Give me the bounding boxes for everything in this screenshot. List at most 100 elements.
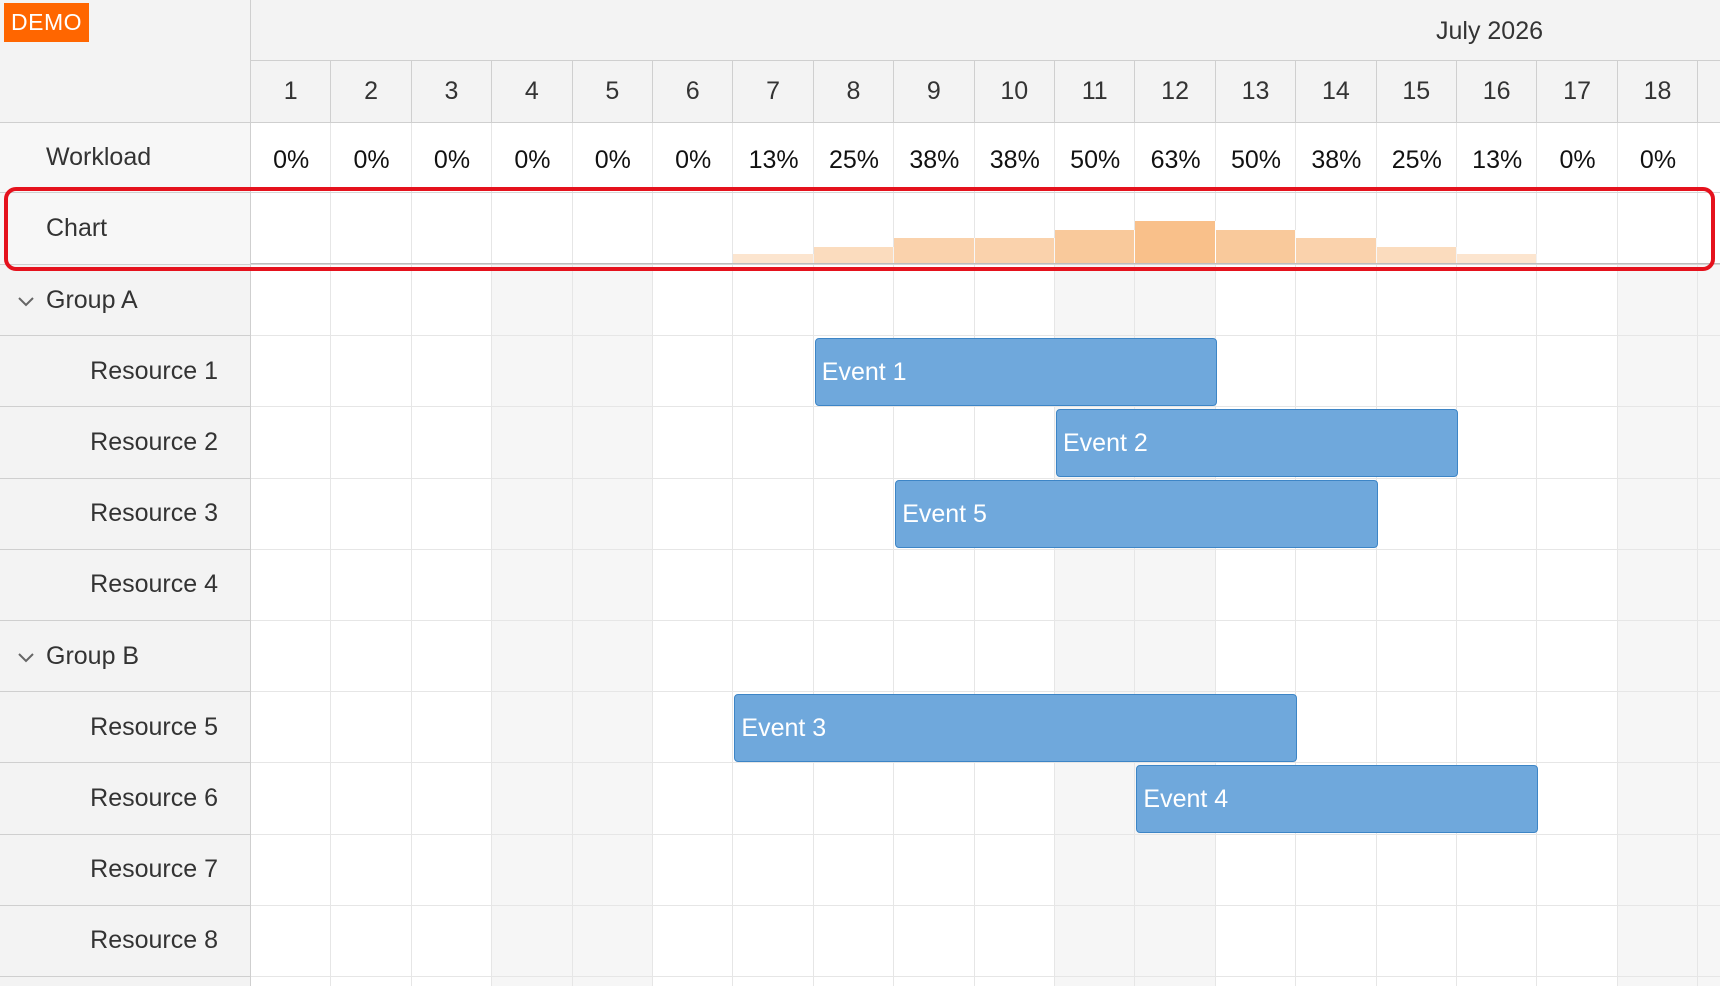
day-column xyxy=(331,123,412,986)
group-label: Group B xyxy=(46,641,140,670)
resource-label: Resource 7 xyxy=(90,855,218,884)
special-row-vline xyxy=(652,123,653,265)
resource-column: Workload Chart Group A Resource 1 Resource 2… xyxy=(0,123,251,986)
special-row-vline xyxy=(1456,123,1457,265)
chart-bar-day-9 xyxy=(894,237,975,263)
event-label: Event 2 xyxy=(1063,428,1148,457)
workload-value: 0% xyxy=(353,146,390,174)
day-header-16: 16 xyxy=(1457,61,1538,122)
row-divider xyxy=(251,762,1720,764)
resource-label: Resource 6 xyxy=(90,783,218,812)
special-row-vline xyxy=(1536,123,1538,265)
special-row-vline xyxy=(1616,123,1618,265)
day-column xyxy=(572,123,653,986)
special-row-vline xyxy=(491,123,493,265)
resource-row-resource-1: Resource 1 xyxy=(0,336,250,408)
group-label: Group A xyxy=(46,285,138,314)
day-header-14: 14 xyxy=(1296,61,1377,122)
event-label: Event 5 xyxy=(902,500,987,529)
row-header-chart: Chart xyxy=(0,193,250,265)
chart-bar-day-13 xyxy=(1215,230,1297,263)
day-column xyxy=(814,123,895,986)
special-row-vline xyxy=(732,123,734,265)
group-header-group-b[interactable]: Group B xyxy=(0,621,250,693)
day-header-8: 8 xyxy=(814,61,895,122)
special-row-vline xyxy=(410,123,412,265)
row-divider xyxy=(251,620,1720,621)
day-header-11: 11 xyxy=(1055,61,1136,122)
chart-bar-day-12 xyxy=(1135,221,1216,263)
day-column xyxy=(1537,123,1618,986)
event-label: Event 4 xyxy=(1143,784,1229,813)
resource-row-resource-3: Resource 3 xyxy=(0,479,250,550)
workload-row-bg xyxy=(251,123,1720,193)
event-label: Event 1 xyxy=(821,357,907,386)
special-row-vline xyxy=(1134,123,1136,265)
workload-value: 50% xyxy=(1230,146,1282,174)
workload-value: 63% xyxy=(1150,146,1201,174)
chart-bar-day-8 xyxy=(813,246,895,263)
workload-value: 0% xyxy=(273,146,310,174)
event-label: Event 3 xyxy=(741,713,827,742)
special-row-vline xyxy=(571,123,573,265)
workload-value: 25% xyxy=(828,146,880,174)
group-header-group-a[interactable]: Group A xyxy=(0,265,250,337)
chart-bar-day-14 xyxy=(1296,237,1377,263)
day-column xyxy=(653,123,734,986)
day-header-17: 17 xyxy=(1537,61,1618,122)
day-header-1: 1 xyxy=(251,61,332,122)
event-bar[interactable]: Event 1 xyxy=(814,337,1217,406)
day-column xyxy=(492,123,573,986)
row-header-workload: Workload xyxy=(0,123,250,193)
workload-value: 13% xyxy=(748,146,799,174)
special-row-vline xyxy=(893,123,895,265)
workload-label: Workload xyxy=(46,143,152,171)
special-row-vline xyxy=(1054,123,1055,265)
day-column xyxy=(733,123,814,986)
row-divider xyxy=(251,691,1720,693)
workload-value: 38% xyxy=(989,146,1040,174)
day-header-19: 19 xyxy=(1698,61,1720,122)
day-header-12: 12 xyxy=(1135,61,1216,122)
day-column xyxy=(412,123,493,986)
resource-label: Resource 3 xyxy=(90,499,218,528)
chart-bar-day-15 xyxy=(1376,246,1457,263)
row-divider xyxy=(251,335,1720,337)
timeline-header: July 2026 12345678910111213141516171819 xyxy=(251,0,1720,123)
event-bar[interactable]: Event 3 xyxy=(734,693,1298,762)
special-row-vline xyxy=(330,123,332,265)
workload-value: 0% xyxy=(1559,146,1596,174)
day-header-15: 15 xyxy=(1377,61,1457,122)
day-column xyxy=(1216,123,1297,986)
workload-value: 0% xyxy=(1698,123,1720,193)
workload-value: 0% xyxy=(594,146,631,174)
day-header-2: 2 xyxy=(331,61,412,122)
special-row-vline xyxy=(1295,123,1297,265)
row-divider xyxy=(251,976,1720,977)
row-divider xyxy=(251,406,1720,408)
day-column xyxy=(1457,123,1538,986)
chart-bar-day-10 xyxy=(974,237,1055,263)
resource-row-resource-6: Resource 6 xyxy=(0,763,250,835)
resource-label: Resource 5 xyxy=(90,712,218,741)
workload-value: 0% xyxy=(433,146,471,174)
workload-value: 0% xyxy=(1639,146,1677,174)
resource-row-resource-7: Resource 7 xyxy=(0,835,250,906)
scheduler-corner: DEMO xyxy=(0,0,251,123)
day-header-10: 10 xyxy=(975,61,1055,122)
event-bar[interactable]: Event 2 xyxy=(1056,408,1458,477)
resource-row-resource-5: Resource 5 xyxy=(0,692,250,764)
day-column xyxy=(1135,123,1216,986)
day-header-4: 4 xyxy=(492,61,573,122)
chevron-down-icon[interactable] xyxy=(16,290,36,310)
resource-row-resource-2: Resource 2 xyxy=(0,407,250,479)
month-header-row: July 2026 xyxy=(251,0,1720,61)
special-row-vline xyxy=(812,123,814,265)
workload-value: 13% xyxy=(1472,146,1523,174)
event-bar[interactable]: Event 5 xyxy=(895,480,1378,549)
resource-label: Resource 4 xyxy=(90,570,218,599)
resource-label: Resource 8 xyxy=(90,926,218,955)
chevron-down-icon[interactable] xyxy=(16,646,36,666)
event-bar[interactable]: Event 4 xyxy=(1136,764,1539,833)
